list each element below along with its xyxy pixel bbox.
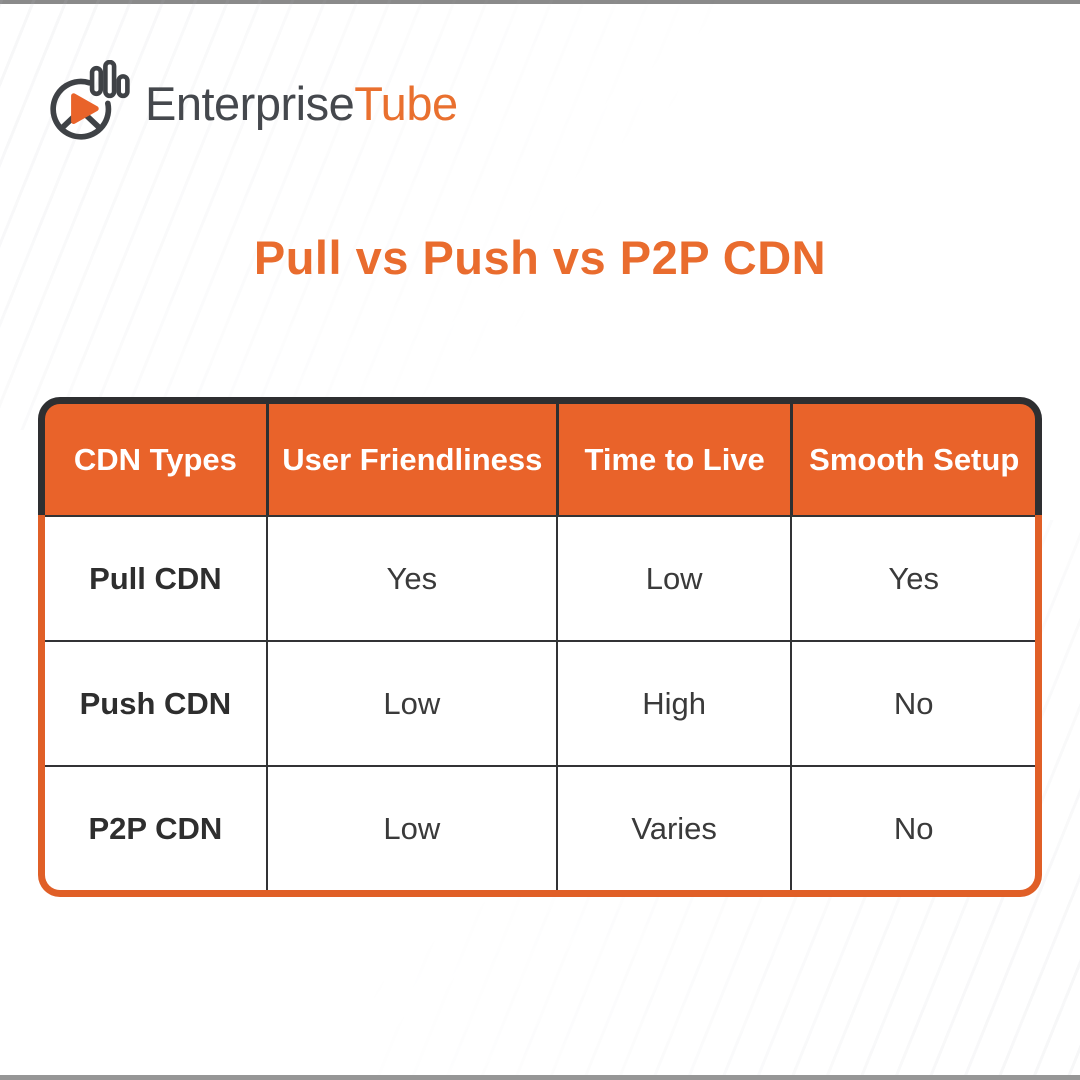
brand-name-primary: Enterprise: [145, 76, 355, 130]
cell-push-user-friendliness: Low: [265, 642, 556, 765]
comparison-table: CDN Types User Friendliness Time to Live…: [38, 397, 1042, 897]
table-row: P2P CDN Low Varies No: [45, 765, 1035, 890]
table-row: Pull CDN Yes Low Yes: [45, 515, 1035, 640]
row-label-pull-cdn: Pull CDN: [89, 560, 222, 596]
brand-logo: EnterpriseTube: [46, 60, 458, 146]
table-header-row: CDN Types User Friendliness Time to Live…: [38, 397, 1042, 515]
cell-p2p-user-friendliness: Low: [265, 767, 556, 890]
column-header-smooth-setup: Smooth Setup: [790, 404, 1035, 515]
brand-name-secondary: Tube: [354, 76, 458, 130]
table-body: Pull CDN Yes Low Yes Push CDN Low High N…: [38, 515, 1042, 897]
column-header-cdn-types: CDN Types: [73, 441, 237, 477]
row-label-push-cdn: Push CDN: [79, 685, 232, 721]
page-title: Pull vs Push vs P2P CDN: [253, 231, 827, 284]
column-header-user-friendliness: User Friendliness: [265, 404, 556, 515]
brand-wordmark: EnterpriseTube: [145, 76, 458, 131]
cell-pull-time-to-live: Low: [555, 517, 791, 640]
table-row: Push CDN Low High No: [45, 640, 1035, 765]
cell-push-smooth-setup: No: [790, 642, 1035, 765]
cell-push-time-to-live: High: [555, 642, 791, 765]
row-label-p2p-cdn: P2P CDN: [88, 810, 223, 846]
pie-play-bars-logo-icon: [46, 60, 132, 146]
top-edge-line: [0, 0, 1080, 4]
cell-p2p-smooth-setup: No: [790, 767, 1035, 890]
bottom-edge-line: [0, 1075, 1080, 1080]
cell-p2p-time-to-live: Varies: [555, 767, 791, 890]
cell-pull-user-friendliness: Yes: [265, 517, 556, 640]
cell-pull-smooth-setup: Yes: [790, 517, 1035, 640]
column-header-time-to-live: Time to Live: [555, 404, 791, 515]
